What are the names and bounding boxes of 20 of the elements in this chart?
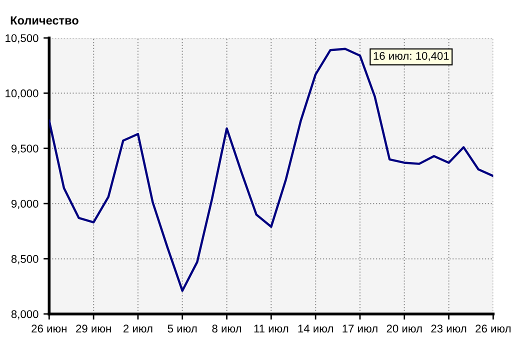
y-tick-label: 10,500 bbox=[6, 34, 38, 44]
x-tick-label: 20 июл bbox=[386, 324, 422, 333]
x-tick-label: 11 июл bbox=[254, 324, 288, 333]
x-tick-label: 26 июл bbox=[476, 324, 511, 333]
annotation: 16 июл: 10,401 bbox=[374, 52, 449, 62]
y-tick-label: 8,500 bbox=[11, 255, 38, 264]
y-tick-label: 8,000 bbox=[11, 310, 38, 320]
y-tick-label: 10,000 bbox=[6, 89, 38, 99]
x-tick-label: 26 июн bbox=[32, 324, 66, 333]
x-tick-label: 14 июл bbox=[298, 324, 333, 333]
y-axis-title: Количество bbox=[10, 16, 78, 25]
x-tick-label: 8 июл bbox=[212, 324, 242, 333]
x-tick-label: 17 июл bbox=[342, 324, 378, 333]
x-tick-label: 5 июл bbox=[168, 324, 197, 333]
x-tick-label: 29 июн bbox=[76, 324, 111, 333]
y-tick-label: 9,500 bbox=[11, 144, 38, 154]
line-series bbox=[49, 48, 494, 292]
y-tick-label: 9,000 bbox=[11, 200, 38, 210]
x-tick-label: 23 июл bbox=[431, 324, 466, 333]
x-tick-label: 2 июл bbox=[124, 324, 152, 333]
